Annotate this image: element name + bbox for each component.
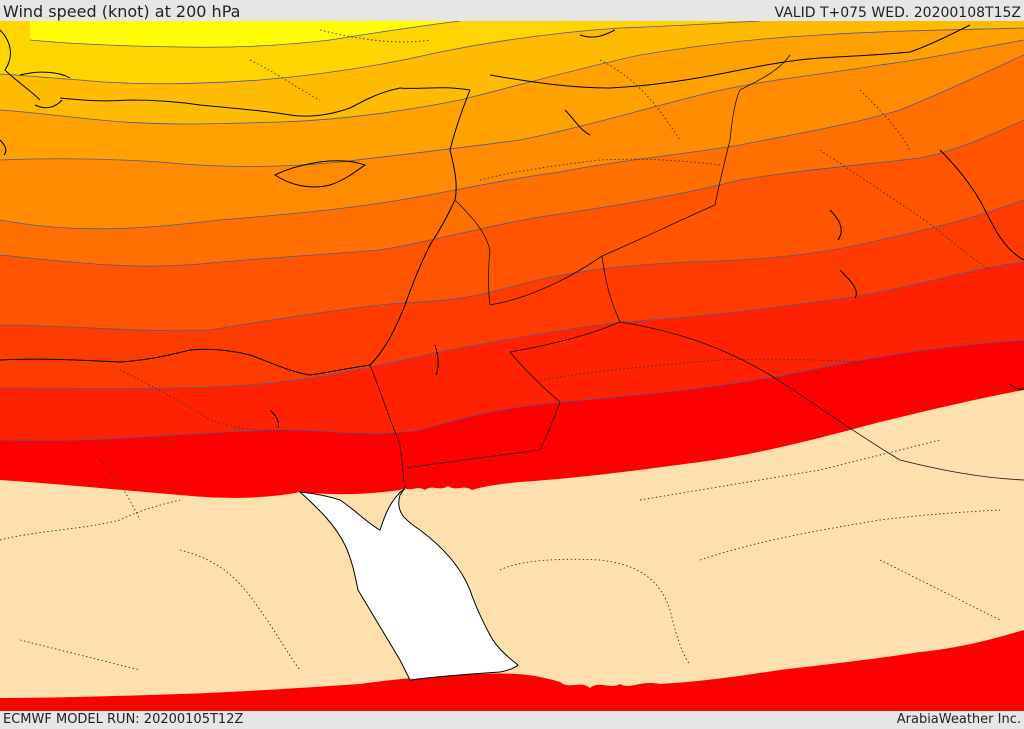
isotach-lines	[0, 21, 1024, 441]
band-1b	[30, 21, 340, 43]
credit: ArabiaWeather Inc.	[896, 712, 1021, 727]
valid-time: VALID T+075 WED. 20200108T15Z	[774, 5, 1021, 21]
map-title: Wind speed (knot) at 200 hPa	[3, 2, 241, 21]
wind-speed-map[interactable]	[0, 21, 1024, 711]
coastlines	[0, 24, 1024, 429]
low-wind-region	[0, 390, 1024, 698]
header-bar: Wind speed (knot) at 200 hPa VALID T+075…	[0, 0, 1024, 21]
red-sea	[298, 487, 519, 681]
footer-bar	[0, 711, 1024, 729]
admin-boundaries	[0, 29, 1001, 671]
borders	[369, 54, 1024, 489]
model-run: ECMWF MODEL RUN: 20200105T12Z	[3, 712, 244, 727]
